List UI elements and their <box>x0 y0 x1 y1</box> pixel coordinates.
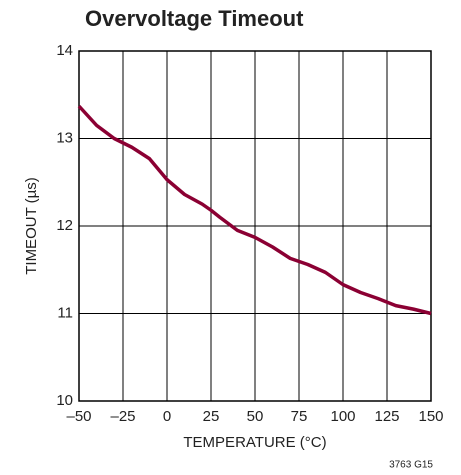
x-tick-label: 50 <box>247 408 264 425</box>
chart-title: Overvoltage Timeout <box>85 6 304 31</box>
x-tick-label: 75 <box>291 408 308 425</box>
y-tick-label: 12 <box>56 217 73 234</box>
x-tick-label: 125 <box>374 408 399 425</box>
y-tick-label: 14 <box>56 42 73 59</box>
y-tick-label: 11 <box>57 304 73 321</box>
x-tick-label: 25 <box>203 408 220 425</box>
x-tick-label: 0 <box>163 408 171 425</box>
plot-frame <box>78 50 432 402</box>
y-tick-label: 13 <box>56 129 73 146</box>
x-tick-label: 100 <box>330 408 355 425</box>
line-series <box>77 104 432 316</box>
x-axis-label: TEMPERATURE (°C) <box>183 434 326 451</box>
x-tick-label: 150 <box>418 408 443 425</box>
x-tick-label: –25 <box>110 408 135 425</box>
y-axis-label: TIMEOUT (µs) <box>23 177 40 275</box>
x-tick-label: –50 <box>66 408 91 425</box>
figure-note: 3763 G15 <box>389 460 433 471</box>
y-tick-label: 10 <box>56 392 73 409</box>
